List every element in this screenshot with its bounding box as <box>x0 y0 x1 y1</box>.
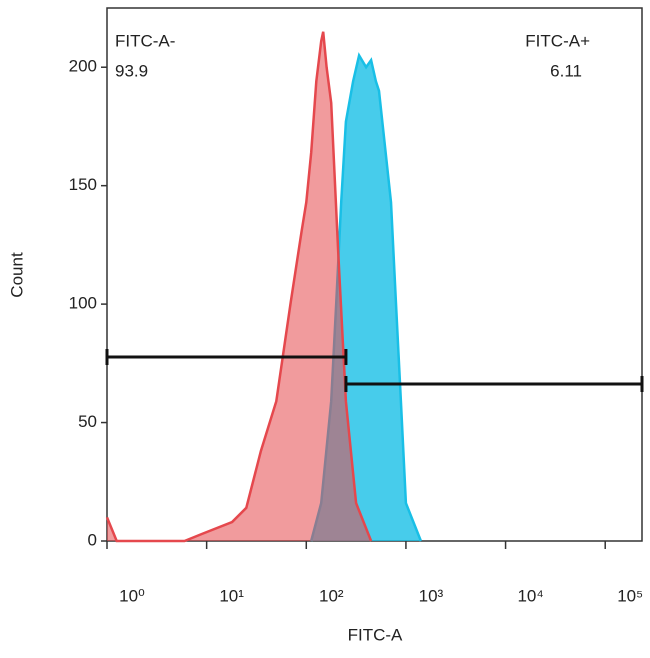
x-tick-label: 10⁴ <box>517 586 543 605</box>
x-tick-label: 10² <box>319 586 344 605</box>
y-axis-label: Count <box>7 252 26 298</box>
x-tick-label: 10⁵ <box>617 586 643 605</box>
x-tick-label: 10⁰ <box>119 586 145 605</box>
area-fill <box>107 31 372 541</box>
y-tick-label: 100 <box>69 294 97 313</box>
y-tick-label: 150 <box>69 175 97 194</box>
gate-percent: 6.11 <box>550 61 582 80</box>
gate-name: FITC-A+ <box>525 31 590 50</box>
x-tick-label: 10¹ <box>219 586 244 605</box>
gate-percent: 93.9 <box>115 61 148 80</box>
y-tick-label: 50 <box>78 412 97 431</box>
gate-name: FITC-A- <box>115 31 175 50</box>
histogram-line <box>105 31 373 543</box>
y-tick-label: 200 <box>69 57 97 76</box>
x-axis-label: FITC-A <box>348 625 403 644</box>
x-tick-label: 10³ <box>419 586 444 605</box>
y-tick-label: 0 <box>88 530 97 549</box>
